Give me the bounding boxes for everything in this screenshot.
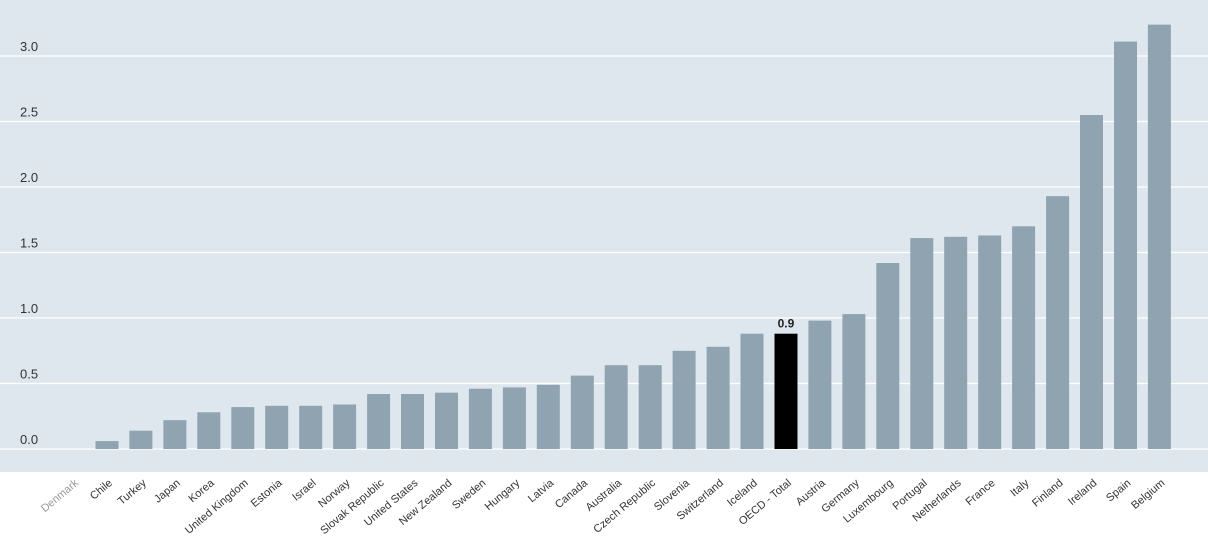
category-label: Latvia <box>526 477 557 506</box>
category-label: Korea <box>187 477 218 506</box>
bar-highlight <box>774 333 798 449</box>
bar <box>468 388 492 449</box>
y-tick-label: 2.5 <box>20 105 38 120</box>
category-label: Spain <box>1104 477 1133 504</box>
bar <box>502 387 526 449</box>
bar <box>706 346 730 449</box>
bar <box>536 384 560 449</box>
bar <box>129 430 153 449</box>
category-label: Turkey <box>116 477 150 508</box>
plot-background <box>0 0 1208 472</box>
category-label: Finland <box>1030 477 1065 509</box>
bar <box>638 365 662 449</box>
y-tick-label: 0.5 <box>20 367 38 382</box>
category-label: Italy <box>1008 477 1032 499</box>
bar <box>163 420 187 449</box>
bar <box>978 235 1002 449</box>
category-label: Estonia <box>249 477 285 510</box>
bar <box>95 441 119 449</box>
category-label: Denmark <box>39 477 81 515</box>
bar <box>570 375 594 449</box>
bar <box>1147 24 1171 449</box>
bar <box>197 412 221 449</box>
y-axis-ticks: 0.0 0.5 1.0 1.5 2.0 2.5 3.0 <box>20 39 38 447</box>
category-label: United Kingdom <box>183 477 251 537</box>
bar <box>1012 226 1036 449</box>
y-tick-label: 1.5 <box>20 236 38 251</box>
bar <box>1046 196 1070 449</box>
bar <box>265 405 289 449</box>
bar <box>401 394 424 449</box>
bar <box>808 320 832 449</box>
bar <box>944 236 968 449</box>
bar <box>672 350 696 450</box>
bar <box>435 392 458 449</box>
bar <box>299 405 323 449</box>
bar <box>367 394 391 449</box>
category-label: France <box>964 477 998 508</box>
bar <box>231 407 255 449</box>
y-tick-label: 2.0 <box>20 170 38 185</box>
bars: 0.9 <box>95 24 1171 450</box>
y-tick-label: 0.0 <box>20 432 38 447</box>
y-tick-label: 1.0 <box>20 301 38 316</box>
category-label: Belgium <box>1129 477 1167 512</box>
bar <box>876 263 900 449</box>
category-label: Japan <box>152 477 183 505</box>
category-label: Ireland <box>1066 477 1099 508</box>
bar <box>333 404 357 449</box>
bar <box>910 238 934 449</box>
bar <box>1080 115 1103 449</box>
y-tick-label: 3.0 <box>20 39 38 54</box>
category-label: Israel <box>290 477 318 503</box>
bar <box>842 314 866 449</box>
category-label: Sweden <box>450 477 488 512</box>
category-label: Czech Republic <box>591 477 658 536</box>
highlight-value-label: 0.9 <box>778 317 795 331</box>
category-label: Hungary <box>483 477 523 513</box>
bar <box>1114 41 1137 449</box>
bar <box>604 365 628 449</box>
bar <box>740 333 764 449</box>
category-label: Chile <box>88 477 115 502</box>
